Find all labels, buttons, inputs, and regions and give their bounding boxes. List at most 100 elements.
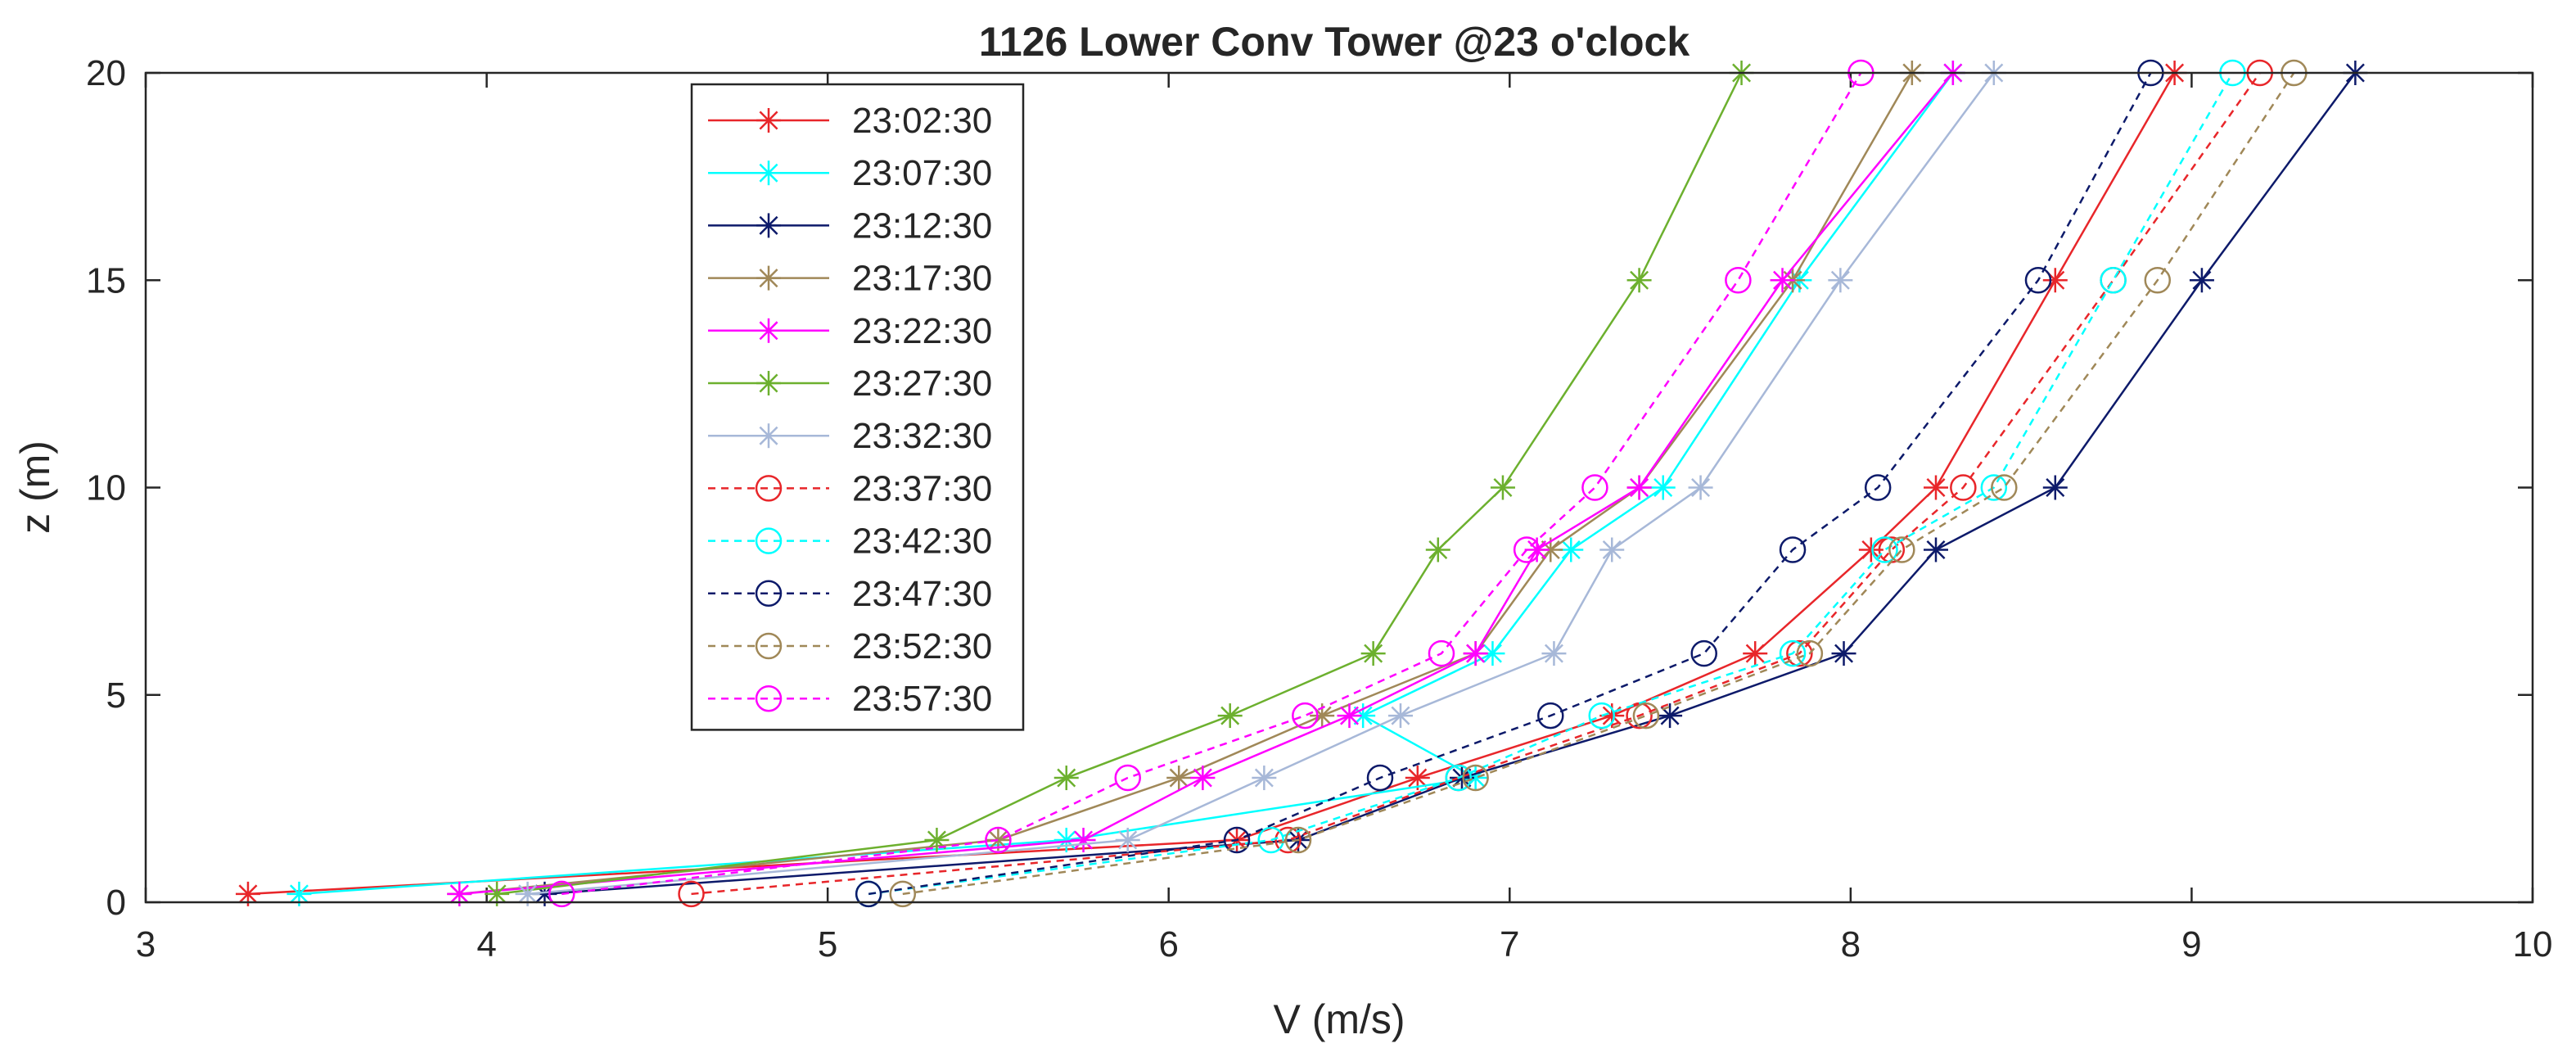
marker-asterisk bbox=[1743, 641, 1768, 666]
marker-circle bbox=[1114, 764, 1141, 792]
marker-stroke bbox=[1193, 768, 1212, 788]
x-tick-label: 4 bbox=[476, 924, 496, 964]
legend-label: 23:57:30 bbox=[852, 679, 992, 719]
marker-stroke bbox=[1691, 478, 1711, 497]
marker-stroke bbox=[759, 426, 778, 445]
legend-item: 23:52:30 bbox=[708, 626, 992, 666]
marker-stroke bbox=[1561, 540, 1581, 559]
x-tick-label: 8 bbox=[1841, 924, 1861, 964]
marker-asterisk bbox=[1337, 703, 1362, 729]
marker-circle bbox=[1632, 702, 1660, 730]
marker-asterisk bbox=[1688, 475, 1713, 500]
marker-stroke bbox=[988, 830, 1008, 850]
y-tick-label: 5 bbox=[106, 675, 126, 716]
marker-stroke bbox=[1834, 644, 1854, 663]
x-tick-label: 3 bbox=[136, 924, 156, 964]
chart-title: 1126 Lower Conv Tower @23 o'clock bbox=[979, 19, 1690, 65]
marker-stroke bbox=[1466, 644, 1486, 663]
series-line bbox=[868, 72, 2234, 896]
marker-asterisk bbox=[1650, 475, 1676, 500]
marker-circle bbox=[855, 880, 882, 908]
marker-asterisk bbox=[1658, 703, 1683, 729]
marker-circle bbox=[1537, 702, 1564, 730]
series-23:52:30 bbox=[889, 59, 2308, 908]
legend-item: 23:07:30 bbox=[708, 153, 992, 193]
marker-stroke bbox=[1220, 706, 1240, 725]
x-tick-label: 9 bbox=[2181, 924, 2201, 964]
marker-circle bbox=[1888, 536, 1915, 563]
marker-circle bbox=[1796, 639, 1824, 667]
marker-circle bbox=[1513, 536, 1541, 563]
marker-stroke bbox=[1254, 768, 1274, 788]
marker-asterisk bbox=[1387, 703, 1413, 729]
legend-item: 23:32:30 bbox=[708, 416, 992, 456]
marker-asterisk bbox=[1190, 766, 1216, 791]
marker-asterisk bbox=[1071, 828, 1096, 853]
marker-stroke bbox=[449, 884, 469, 904]
marker-stroke bbox=[1391, 706, 1410, 725]
y-tick-label: 0 bbox=[106, 883, 126, 923]
marker-stroke bbox=[1773, 270, 1793, 290]
marker-stroke bbox=[487, 884, 507, 904]
marker-asterisk bbox=[1490, 475, 1515, 500]
marker-asterisk bbox=[1425, 537, 1450, 562]
marker-asterisk bbox=[1626, 475, 1652, 500]
legend-label: 23:47:30 bbox=[852, 574, 992, 614]
series-23:22:30 bbox=[447, 61, 1965, 906]
marker-asterisk bbox=[515, 881, 540, 906]
marker-asterisk bbox=[485, 881, 510, 906]
marker-stroke bbox=[238, 884, 258, 904]
marker-circle bbox=[1445, 764, 1473, 792]
legend-label: 23:37:30 bbox=[852, 468, 992, 508]
marker-circle bbox=[548, 880, 575, 908]
marker-stroke bbox=[2192, 270, 2212, 290]
legend-label: 23:32:30 bbox=[852, 416, 992, 456]
y-axis: 0 5 10 15 20 bbox=[86, 53, 2533, 923]
marker-circle bbox=[2144, 267, 2172, 294]
series-23:32:30 bbox=[515, 61, 2006, 906]
legend-item: 23:42:30 bbox=[708, 522, 992, 562]
legend: 23:02:30 23:07:30 23:12:30 23:17:30 23:22:30… bbox=[690, 83, 1025, 731]
marker-stroke bbox=[1830, 270, 1850, 290]
marker-stroke bbox=[1340, 706, 1359, 725]
marker-stroke bbox=[759, 215, 778, 235]
legend-label: 23:52:30 bbox=[852, 626, 992, 666]
marker-asterisk bbox=[1626, 268, 1652, 293]
marker-asterisk bbox=[1924, 537, 1948, 562]
marker-circle bbox=[1871, 536, 1898, 563]
marker-stroke bbox=[1074, 830, 1094, 850]
marker-stroke bbox=[1169, 768, 1189, 788]
series-line bbox=[902, 72, 2295, 896]
x-tick-label: 6 bbox=[1158, 924, 1178, 964]
legend-item: 23:57:30 bbox=[708, 679, 992, 719]
marker-stroke bbox=[1482, 644, 1502, 663]
marker-circle bbox=[1274, 826, 1302, 854]
marker-stroke bbox=[1926, 478, 1946, 497]
marker-stroke bbox=[1493, 478, 1513, 497]
marker-asterisk bbox=[1360, 641, 1386, 666]
marker-stroke bbox=[759, 163, 778, 183]
marker-stroke bbox=[1861, 540, 1881, 559]
marker-stroke bbox=[1428, 540, 1448, 559]
series-layer bbox=[235, 59, 2368, 908]
marker-asterisk-legend bbox=[756, 371, 781, 395]
marker-stroke bbox=[1653, 478, 1673, 497]
marker-stroke bbox=[1630, 478, 1649, 497]
marker-stroke bbox=[289, 884, 309, 904]
marker-stroke bbox=[1745, 644, 1765, 663]
marker-circle-legend bbox=[755, 580, 783, 608]
marker-circle bbox=[985, 826, 1012, 854]
marker-circle bbox=[1366, 764, 1394, 792]
marker-stroke bbox=[1660, 706, 1680, 725]
series-23:57:30 bbox=[548, 59, 1874, 908]
marker-stroke bbox=[1364, 644, 1383, 663]
legend-item: 23:47:30 bbox=[708, 574, 992, 614]
marker-stroke bbox=[2046, 478, 2065, 497]
marker-circle bbox=[1257, 826, 1284, 854]
legend-label: 23:17:30 bbox=[852, 259, 992, 299]
marker-circle bbox=[1223, 826, 1251, 854]
marker-asterisk bbox=[1831, 641, 1856, 666]
marker-stroke bbox=[759, 321, 778, 341]
marker-asterisk-legend bbox=[756, 160, 781, 186]
